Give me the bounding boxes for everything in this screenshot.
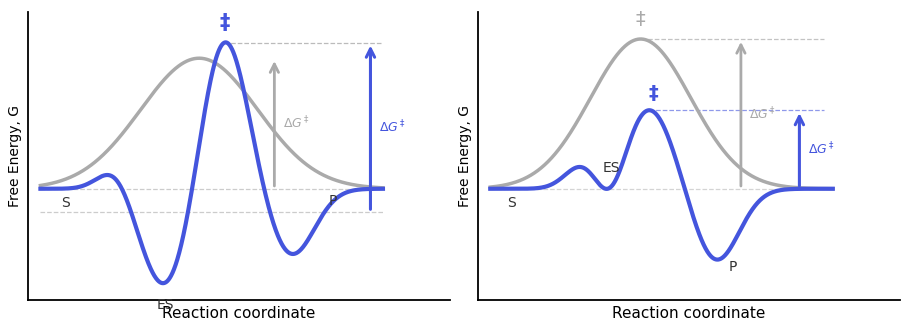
Text: $\Delta G^\ddagger$: $\Delta G^\ddagger$ bbox=[379, 119, 406, 136]
Text: ‡: ‡ bbox=[648, 84, 658, 103]
X-axis label: Reaction coordinate: Reaction coordinate bbox=[612, 306, 765, 321]
Text: ES: ES bbox=[603, 161, 620, 175]
X-axis label: Reaction coordinate: Reaction coordinate bbox=[163, 306, 316, 321]
Y-axis label: Free Energy, G: Free Energy, G bbox=[459, 105, 472, 207]
Text: P: P bbox=[728, 260, 736, 274]
Text: $\Delta G^\ddagger$: $\Delta G^\ddagger$ bbox=[282, 115, 310, 132]
Y-axis label: Free Energy, G: Free Energy, G bbox=[8, 105, 23, 207]
Text: ‡: ‡ bbox=[219, 13, 230, 33]
Text: S: S bbox=[507, 196, 516, 211]
Text: ‡: ‡ bbox=[636, 11, 646, 29]
Text: $\Delta G^\ddagger$: $\Delta G^\ddagger$ bbox=[808, 141, 834, 158]
Text: $\Delta G^\ddagger$: $\Delta G^\ddagger$ bbox=[749, 106, 776, 122]
Text: P: P bbox=[329, 194, 337, 208]
Text: ES: ES bbox=[157, 298, 174, 312]
Text: S: S bbox=[62, 196, 70, 211]
